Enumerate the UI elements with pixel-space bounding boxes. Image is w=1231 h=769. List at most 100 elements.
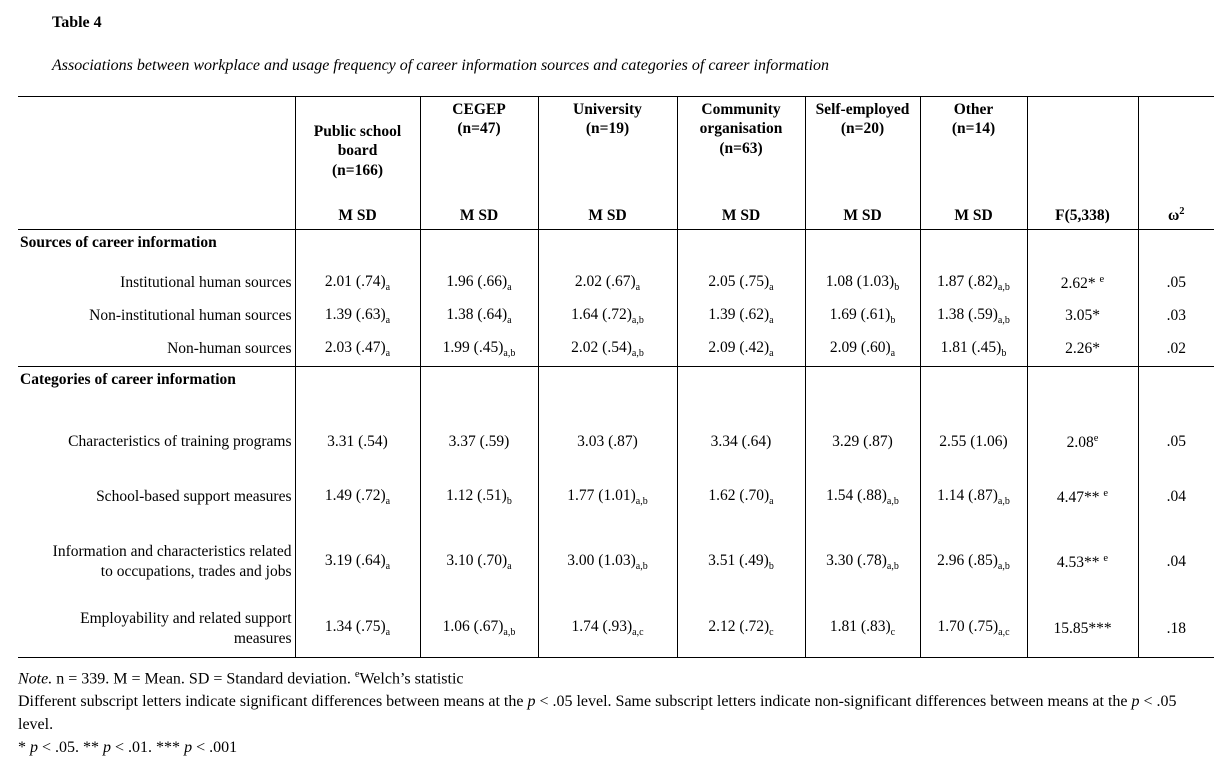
value-cell: 2.09 (.42)a: [676, 332, 805, 367]
table-row: Non-institutional human sources 1.39 (.6…: [18, 299, 1214, 333]
f-value: 4.53** e: [1026, 523, 1138, 601]
group-header-cell: Self-employed (n=20) M SD: [804, 96, 920, 230]
f-text: 2.26*: [1065, 340, 1100, 358]
value-text: 1.81 (.45): [940, 338, 1002, 356]
value-subscript: a: [890, 347, 896, 359]
value-text: 1.14 (.87): [937, 486, 998, 504]
note-line: Note. n = 339. M = Mean. SD = Standard d…: [18, 669, 464, 688]
omega-value: .03: [1137, 299, 1214, 333]
value-subscript: b: [894, 281, 900, 293]
value-text: 1.96 (.66): [446, 272, 508, 290]
group-n-count: (n=20): [840, 120, 885, 138]
value-text: 1.87 (.82): [937, 272, 998, 290]
value-text: 1.38 (.59): [937, 305, 998, 323]
value-text: 1.81 (.83): [829, 618, 891, 636]
row-label: School-based support measures: [96, 488, 292, 506]
f-text: 4.53**: [1056, 553, 1104, 571]
value-subscript: a: [769, 495, 774, 507]
value-text: 1.38 (.64): [446, 305, 508, 323]
value-cell: 3.00 (1.03)a,b: [537, 523, 677, 601]
f-text: 4.47**: [1056, 488, 1104, 506]
section-label-cell: Sources of career information: [18, 230, 295, 267]
value-cell: 1.96 (.66)a: [419, 266, 538, 300]
value-text: 3.03 (.87): [577, 433, 638, 451]
value-cell: 2.03 (.47)a: [294, 332, 420, 367]
value-subscript: b: [890, 314, 896, 326]
f-text: 2.62*: [1060, 274, 1100, 292]
f-text: 15.85***: [1053, 619, 1112, 637]
value-cell: 1.87 (.82)a,b: [919, 266, 1027, 300]
table-number: Table 4: [52, 14, 102, 31]
value-subscript: a,b: [997, 281, 1010, 293]
group-header: Self-employed (n=20): [809, 100, 917, 139]
value-cell: 2.55 (1.06): [919, 413, 1027, 471]
row-label: Characteristics of training programs: [68, 433, 292, 451]
group-n-count: (n=166): [331, 161, 384, 179]
table-row: School-based support measures 1.49 (.72)…: [18, 470, 1214, 524]
value-cell: 1.39 (.63)a: [294, 299, 420, 333]
value-subscript: a: [385, 560, 391, 572]
group-n-count: (n=63): [719, 139, 763, 157]
value-text: 2.12 (.72): [708, 618, 770, 636]
value-text: 1.99 (.45): [442, 338, 504, 356]
value-text: 3.29 (.87): [832, 433, 893, 451]
value-subscript: a,b: [503, 347, 516, 359]
value-cell: 1.64 (.72)a,b: [537, 299, 677, 333]
f-value: 3.05*: [1026, 299, 1138, 333]
table-row: Non-human sources 2.03 (.47)a 1.99 (.45)…: [18, 332, 1214, 367]
f-superscript: e: [1099, 273, 1105, 285]
value-subscript: a,c: [998, 627, 1010, 639]
value-subscript: a: [507, 560, 512, 572]
value-subscript: c: [890, 627, 896, 639]
value-cell: 3.10 (.70)a: [419, 523, 538, 601]
value-subscript: a,b: [503, 627, 516, 639]
f-text: 3.05*: [1065, 307, 1100, 325]
value-subscript: a: [507, 281, 512, 293]
f-superscript: e: [1103, 552, 1109, 564]
value-text: 3.31 (.54): [327, 433, 388, 451]
group-header: Public school board (n=166): [299, 100, 417, 180]
value-subscript: b: [506, 495, 512, 507]
row-label: Institutional human sources: [120, 274, 292, 292]
value-subscript: a: [769, 314, 774, 326]
value-text: 1.39 (.63): [324, 305, 386, 323]
value-text: 1.64 (.72): [571, 305, 632, 323]
table-row: Employability and related support measur…: [18, 600, 1214, 658]
group-header: University (n=19): [542, 100, 674, 139]
group-name: CEGEP: [452, 101, 506, 118]
f-header-cell: F(5,338): [1026, 96, 1138, 230]
f-value: 2.26*: [1026, 332, 1138, 367]
value-text: 2.01 (.74): [324, 272, 386, 290]
group-header: CEGEP (n=47): [424, 100, 535, 139]
value-subscript: c: [769, 627, 774, 639]
results-table: Public school board (n=166) M SD CEGEP (…: [18, 96, 1214, 658]
omega-value: .18: [1137, 600, 1214, 658]
value-text: 1.70 (.75): [937, 618, 999, 636]
value-cell: 3.30 (.78)a,b: [804, 523, 920, 601]
value-subscript: a,b: [886, 495, 899, 507]
value-text: 3.34 (.64): [710, 433, 772, 451]
group-name: Self-employed: [815, 101, 910, 118]
value-subscript: a: [769, 347, 774, 359]
table-title: Associations between workplace and usage…: [52, 57, 830, 74]
value-cell: 1.14 (.87)a,b: [919, 470, 1027, 524]
value-cell: 1.49 (.72)a: [294, 470, 420, 524]
omega-squared-header: ω2: [1167, 205, 1185, 224]
f-statistic-header: F(5,338): [1055, 207, 1110, 224]
value-text: 1.06 (.67): [442, 618, 504, 636]
value-cell: 2.05 (.75)a: [676, 266, 805, 300]
group-name: Public school board: [313, 123, 402, 160]
group-header-cell: CEGEP (n=47) M SD: [419, 96, 538, 230]
header-row: Public school board (n=166) M SD CEGEP (…: [18, 96, 1214, 230]
value-text: 3.51 (.49): [708, 551, 769, 569]
note-line: Different subscript letters indicate sig…: [18, 693, 1177, 734]
value-subscript: a: [385, 281, 391, 293]
value-cell: 2.96 (.85)a,b: [919, 523, 1027, 601]
section-row: Categories of career information: [18, 366, 1214, 414]
group-msd-header: M SD: [721, 207, 761, 224]
value-cell: 1.54 (.88)a,b: [804, 470, 920, 524]
group-header-cell: Public school board (n=166) M SD: [294, 96, 420, 230]
value-subscript: a,b: [997, 314, 1010, 326]
group-n-count: (n=19): [585, 120, 630, 138]
value-cell: 1.81 (.83)c: [804, 600, 920, 658]
